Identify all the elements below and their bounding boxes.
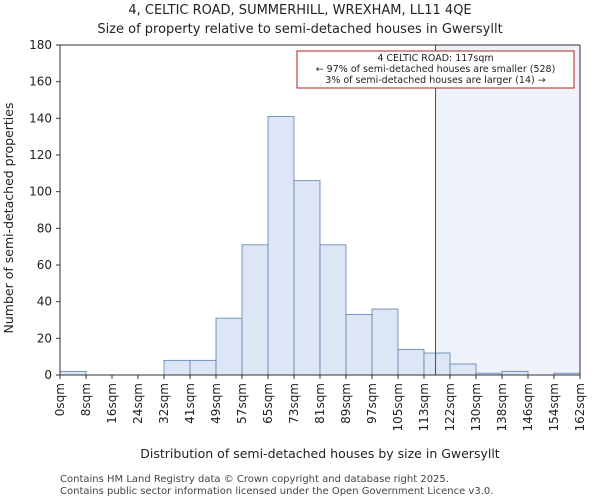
x-tick-label: 138sqm xyxy=(495,383,509,431)
x-tick-label: 73sqm xyxy=(287,383,301,424)
bar-0sqm xyxy=(59,370,87,376)
x-tick-label: 130sqm xyxy=(469,383,483,431)
bar-138sqm xyxy=(501,370,529,376)
bar-41sqm xyxy=(189,359,217,376)
y-tick-label: 60 xyxy=(37,258,52,272)
y-tick-label: 120 xyxy=(29,148,52,162)
bar-97sqm xyxy=(371,308,399,376)
annotation-line-2: ← 97% of semi-detached houses are smalle… xyxy=(316,64,556,75)
x-tick-label: 65sqm xyxy=(261,383,275,424)
y-tick-label: 140 xyxy=(29,111,52,125)
bar-32sqm xyxy=(163,359,191,376)
larger-houses-region xyxy=(435,45,580,375)
x-tick-label: 81sqm xyxy=(313,383,327,424)
y-tick-label: 100 xyxy=(29,185,52,199)
annotation-line-1: 4 CELTIC ROAD: 117sqm xyxy=(377,53,493,64)
bar-65sqm xyxy=(267,116,295,376)
bar-113sqm xyxy=(423,352,451,376)
footer-line-2: Contains public sector information licen… xyxy=(60,486,493,497)
annotation-box: 4 CELTIC ROAD: 117sqm ← 97% of semi-deta… xyxy=(296,50,575,89)
bar-73sqm xyxy=(293,180,321,376)
y-tick-label: 20 xyxy=(37,331,52,345)
x-tick-label: 162sqm xyxy=(573,383,587,431)
bar-89sqm xyxy=(345,314,373,376)
bar-57sqm xyxy=(241,244,269,376)
x-tick-label: 122sqm xyxy=(443,383,457,431)
x-tick-label: 32sqm xyxy=(157,383,171,424)
bar-105sqm xyxy=(397,348,425,376)
y-axis: 0 20 40 60 80 100 120 140 160 180 xyxy=(29,38,581,382)
y-tick-label: 40 xyxy=(37,295,52,309)
chart-subtitle: Size of property relative to semi-detach… xyxy=(97,22,502,37)
bars-group xyxy=(59,116,581,376)
x-tick-label: 0sqm xyxy=(53,383,67,416)
y-tick-label: 180 xyxy=(29,38,52,52)
x-tick-label: 57sqm xyxy=(235,383,249,424)
y-tick-label: 0 xyxy=(44,368,52,382)
chart-title: 4, CELTIC ROAD, SUMMERHILL, WREXHAM, LL1… xyxy=(128,3,471,18)
x-tick-label: 89sqm xyxy=(339,383,353,424)
x-axis-label: Distribution of semi-detached houses by … xyxy=(140,446,500,461)
x-tick-label: 49sqm xyxy=(209,383,223,424)
annotation-line-3: 3% of semi-detached houses are larger (1… xyxy=(325,75,545,86)
x-tick-label: 16sqm xyxy=(105,383,119,424)
x-tick-label: 41sqm xyxy=(183,383,197,424)
x-axis: 0sqm 8sqm 16sqm 24sqm 32sqm 41sqm 49sqm 57sqm 65… xyxy=(53,374,587,431)
x-tick-label: 113sqm xyxy=(417,383,431,431)
annotation-frame xyxy=(296,50,575,89)
y-tick-label: 160 xyxy=(29,75,52,89)
bar-49sqm xyxy=(215,317,243,376)
bar-122sqm xyxy=(449,363,477,376)
x-tick-label: 154sqm xyxy=(547,383,561,431)
bar-81sqm xyxy=(319,244,347,376)
x-tick-label: 8sqm xyxy=(79,383,93,416)
footer-line-1: Contains HM Land Registry data © Crown c… xyxy=(60,474,449,485)
x-tick-label: 24sqm xyxy=(131,383,145,424)
x-tick-label: 105sqm xyxy=(391,383,405,431)
y-axis-label: Number of semi-detached properties xyxy=(1,103,16,334)
x-tick-label: 97sqm xyxy=(365,383,379,424)
y-tick-label: 80 xyxy=(37,221,52,235)
x-tick-label: 146sqm xyxy=(521,383,535,431)
